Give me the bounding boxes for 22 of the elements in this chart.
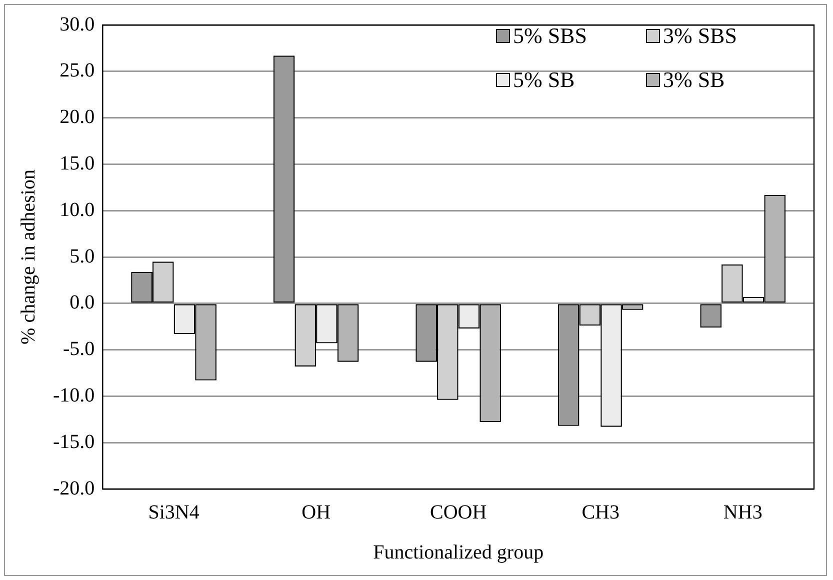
- y-tick-label: -5.0: [62, 338, 95, 360]
- x-tick-label: CH3: [582, 501, 620, 524]
- legend-label: 5% SBS: [513, 23, 587, 49]
- y-tick-label: 15.0: [60, 152, 95, 174]
- x-axis-title: Functionalized group: [373, 541, 544, 564]
- y-tick-label: 0.0: [70, 292, 95, 314]
- y-tick-label: 10.0: [60, 198, 95, 221]
- x-tick-label: COOH: [430, 501, 487, 524]
- y-tick-label: 30.0: [60, 13, 95, 36]
- x-tick-label: OH: [302, 501, 331, 524]
- legend-label: 3% SBS: [663, 23, 737, 49]
- y-tick-label: 20.0: [60, 106, 95, 128]
- y-axis-title: % change in adhesion: [17, 170, 40, 344]
- y-tick-label: 5.0: [70, 245, 95, 268]
- y-tick-label: -10.0: [52, 384, 95, 406]
- legend-label: 3% SB: [663, 67, 725, 93]
- y-tick-label: -15.0: [52, 430, 95, 453]
- x-tick-label: NH3: [723, 501, 762, 524]
- y-tick-label: 25.0: [60, 60, 95, 82]
- legend-label: 5% SB: [513, 67, 575, 93]
- x-tick-label: Si3N4: [148, 501, 200, 524]
- y-tick-label: -20.0: [52, 477, 95, 500]
